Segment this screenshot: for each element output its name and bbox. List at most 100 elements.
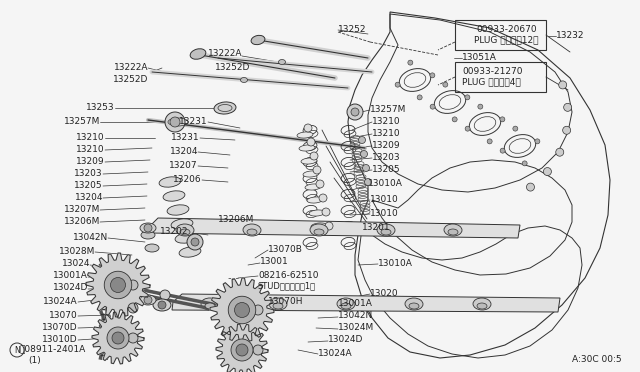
Ellipse shape (377, 224, 395, 236)
Text: 13206M: 13206M (218, 215, 254, 224)
Ellipse shape (444, 224, 462, 236)
Circle shape (316, 180, 324, 188)
Circle shape (478, 104, 483, 109)
Text: 13024M: 13024M (338, 324, 374, 333)
Circle shape (319, 194, 327, 202)
Text: STUDスタッド（1）: STUDスタッド（1） (258, 282, 316, 291)
Circle shape (522, 161, 527, 166)
Circle shape (187, 234, 203, 250)
Circle shape (487, 139, 492, 144)
Circle shape (408, 60, 413, 65)
Ellipse shape (145, 244, 159, 252)
Text: 13257M: 13257M (63, 116, 100, 125)
Circle shape (563, 126, 571, 134)
Polygon shape (210, 278, 274, 342)
Text: 13010: 13010 (370, 195, 399, 203)
Text: PLUG プラグ（12）: PLUG プラグ（12） (474, 35, 538, 45)
Ellipse shape (477, 303, 487, 309)
Text: 13210: 13210 (76, 144, 105, 154)
Text: 13210: 13210 (372, 116, 401, 125)
Ellipse shape (141, 231, 155, 239)
Circle shape (191, 238, 199, 246)
Text: 13001A: 13001A (338, 299, 373, 308)
Text: 13024D: 13024D (328, 336, 364, 344)
Text: 13024A: 13024A (44, 296, 78, 305)
Ellipse shape (307, 197, 323, 203)
Ellipse shape (167, 205, 189, 215)
Ellipse shape (140, 223, 156, 233)
Ellipse shape (159, 177, 181, 187)
Ellipse shape (140, 295, 156, 305)
Ellipse shape (205, 303, 215, 309)
Circle shape (310, 152, 318, 160)
Ellipse shape (180, 229, 190, 235)
Ellipse shape (247, 229, 257, 235)
Circle shape (430, 104, 435, 109)
Text: 13209: 13209 (76, 157, 105, 166)
Text: 13209: 13209 (372, 141, 401, 150)
Circle shape (365, 179, 371, 186)
Text: 13042N: 13042N (73, 232, 108, 241)
Text: 00933-21270: 00933-21270 (462, 67, 522, 76)
Ellipse shape (314, 229, 324, 235)
Circle shape (325, 222, 333, 230)
Circle shape (144, 224, 152, 232)
Circle shape (443, 82, 448, 87)
Text: 13205: 13205 (372, 164, 401, 173)
Circle shape (128, 303, 138, 313)
Ellipse shape (299, 145, 315, 151)
Text: 13206: 13206 (173, 174, 202, 183)
Text: 13001A: 13001A (53, 272, 88, 280)
Circle shape (158, 301, 166, 309)
Text: 13222A: 13222A (207, 49, 242, 58)
Text: (1): (1) (28, 356, 41, 366)
Circle shape (358, 137, 365, 144)
Text: 13206M: 13206M (63, 217, 100, 225)
Circle shape (452, 117, 457, 122)
Text: 13231: 13231 (172, 132, 200, 141)
Circle shape (160, 290, 170, 300)
Circle shape (165, 112, 185, 132)
Text: 13024: 13024 (61, 260, 90, 269)
Bar (455, 62, 546, 92)
Circle shape (564, 103, 572, 111)
Circle shape (313, 166, 321, 174)
Text: 13070D: 13070D (42, 323, 78, 331)
Ellipse shape (409, 303, 419, 309)
Text: 13051A: 13051A (462, 52, 497, 61)
Text: 13204: 13204 (74, 192, 103, 202)
Ellipse shape (190, 49, 206, 59)
Text: 13257M: 13257M (370, 105, 406, 113)
Text: 13252D: 13252D (113, 74, 148, 83)
Circle shape (236, 344, 248, 356)
Circle shape (362, 164, 369, 171)
Text: 13253: 13253 (86, 103, 115, 112)
Ellipse shape (405, 298, 423, 310)
Ellipse shape (311, 223, 327, 229)
Circle shape (128, 280, 138, 290)
Text: 13205: 13205 (74, 180, 103, 189)
Text: 13024D: 13024D (52, 283, 88, 292)
Ellipse shape (201, 298, 219, 310)
Ellipse shape (278, 60, 285, 64)
Circle shape (104, 271, 132, 299)
Ellipse shape (171, 219, 193, 229)
Text: 13010D: 13010D (42, 334, 78, 343)
Text: 13020: 13020 (370, 289, 399, 298)
Text: 13203: 13203 (74, 169, 103, 177)
Circle shape (234, 302, 250, 317)
Text: 13207: 13207 (170, 160, 198, 170)
Text: 13232: 13232 (556, 31, 584, 39)
Circle shape (430, 73, 435, 78)
Text: 13010: 13010 (370, 208, 399, 218)
Ellipse shape (241, 77, 248, 83)
Text: 13070H: 13070H (268, 296, 303, 305)
Ellipse shape (273, 303, 283, 309)
Circle shape (111, 278, 125, 292)
Ellipse shape (448, 229, 458, 235)
Ellipse shape (269, 298, 287, 310)
Circle shape (513, 126, 518, 131)
Circle shape (535, 139, 540, 144)
Text: 13222A: 13222A (113, 62, 148, 71)
Polygon shape (216, 324, 268, 372)
